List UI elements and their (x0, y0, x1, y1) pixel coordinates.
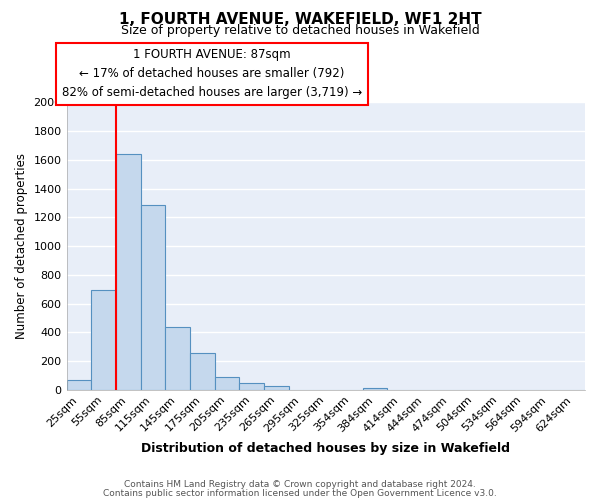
X-axis label: Distribution of detached houses by size in Wakefield: Distribution of detached houses by size … (141, 442, 510, 455)
Bar (215, 377, 239, 390)
Bar (190, 353, 215, 390)
Y-axis label: Number of detached properties: Number of detached properties (15, 153, 28, 339)
Bar (264, 386, 289, 390)
Bar (140, 205, 165, 390)
Text: Contains public sector information licensed under the Open Government Licence v3: Contains public sector information licen… (103, 488, 497, 498)
Text: Contains HM Land Registry data © Crown copyright and database right 2024.: Contains HM Land Registry data © Crown c… (124, 480, 476, 489)
Bar (363, 388, 388, 390)
Bar (116, 154, 140, 390)
Bar (91, 290, 116, 390)
Bar (165, 326, 190, 390)
Bar (239, 382, 264, 390)
Bar (67, 380, 91, 390)
Text: 1 FOURTH AVENUE: 87sqm
← 17% of detached houses are smaller (792)
82% of semi-de: 1 FOURTH AVENUE: 87sqm ← 17% of detached… (62, 48, 362, 100)
Text: Size of property relative to detached houses in Wakefield: Size of property relative to detached ho… (121, 24, 479, 37)
Text: 1, FOURTH AVENUE, WAKEFIELD, WF1 2HT: 1, FOURTH AVENUE, WAKEFIELD, WF1 2HT (119, 12, 481, 28)
